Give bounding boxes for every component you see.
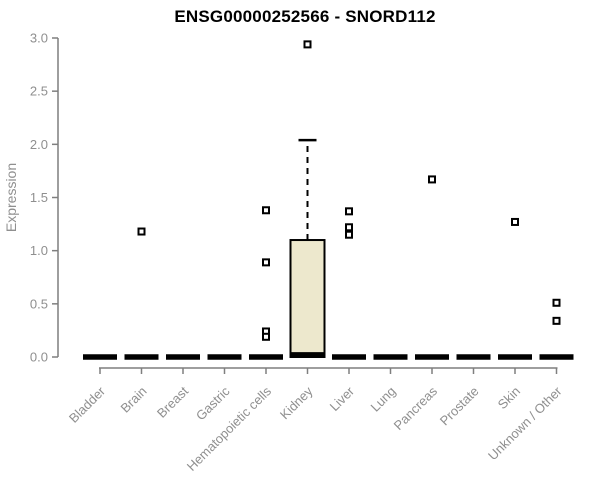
outlier-point — [303, 40, 312, 49]
outlier-point — [428, 175, 436, 184]
outlier-point — [137, 227, 146, 236]
y-tick-label: 2.5 — [30, 84, 48, 99]
y-tick-label: 2.0 — [30, 137, 48, 152]
x-tick-label: Kidney — [277, 383, 316, 422]
x-tick-label: Gastric — [193, 383, 233, 423]
x-tick-label: Prostate — [437, 384, 482, 429]
y-tick-label: 1.0 — [30, 243, 48, 258]
outlier-point — [262, 332, 270, 341]
y-tick-label: 1.5 — [30, 190, 48, 205]
outlier-point — [511, 217, 519, 226]
outlier-point — [345, 223, 353, 232]
y-tick-label: 0.5 — [30, 296, 48, 311]
x-tick-label: Skin — [495, 384, 523, 412]
x-tick-label: Breast — [154, 383, 191, 420]
outlier-point — [262, 206, 270, 215]
y-tick-label: 3.0 — [30, 31, 48, 46]
outlier-point — [552, 316, 561, 325]
outlier-point — [552, 298, 561, 307]
chart-title: ENSG00000252566 - SNORD112 — [174, 7, 436, 26]
outlier-point — [345, 230, 353, 239]
outlier-point — [345, 207, 353, 216]
iqr-box — [289, 239, 326, 359]
x-tick-label: Lung — [368, 384, 399, 415]
x-tick-label: Brain — [118, 384, 150, 416]
x-tick-label: Unknown / Other — [485, 383, 565, 463]
x-tick-label: Bladder — [66, 383, 109, 426]
x-tick-label: Pancreas — [391, 383, 441, 433]
y-tick-label: 0.0 — [30, 350, 48, 365]
y-axis-title: Expression — [3, 163, 19, 232]
outlier-point — [262, 258, 270, 267]
x-tick-label: Liver — [327, 383, 358, 414]
